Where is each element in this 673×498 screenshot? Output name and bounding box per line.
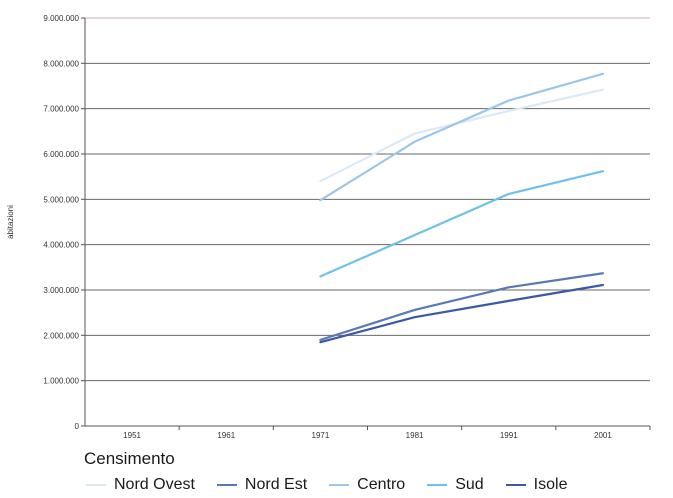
legend-label: Nord Est bbox=[244, 476, 308, 493]
y-tick-label: 2.000.000 bbox=[43, 331, 79, 340]
y-tick-label: 1.000.000 bbox=[43, 377, 79, 386]
line-chart: 0 1.000.000 2.000.000 3.000.000 4.000.000 5.0… bbox=[6, 14, 651, 440]
y-tick-labels: 0 1.000.000 2.000.000 3.000.000 4.000.000 5.0… bbox=[43, 14, 79, 431]
legend-label: Sud bbox=[455, 476, 484, 493]
y-tick-label: 4.000.000 bbox=[43, 241, 79, 250]
legend-item: Isole bbox=[505, 476, 568, 494]
x-tick-label: 1971 bbox=[312, 431, 330, 440]
series-line-centro bbox=[319, 72, 605, 202]
series-line-sud bbox=[319, 170, 605, 278]
legend-label: Isole bbox=[533, 476, 568, 493]
y-tick-label: 6.000.000 bbox=[43, 150, 79, 159]
y-tick-label: 8.000.000 bbox=[43, 59, 79, 68]
y-tick-label: 0 bbox=[75, 422, 80, 431]
series-line-nord-est bbox=[319, 272, 605, 341]
legend-swatch bbox=[427, 484, 448, 486]
y-tick-label: 3.000.000 bbox=[43, 286, 79, 295]
y-tick-label: 9.000.000 bbox=[43, 14, 79, 23]
grid-lines bbox=[81, 17, 650, 427]
x-tick-label: 1961 bbox=[217, 431, 235, 440]
series-line-isole bbox=[319, 283, 605, 344]
y-tick-label: 5.000.000 bbox=[43, 195, 79, 204]
legend-item: Nord Est bbox=[216, 476, 308, 494]
series-line-nord-ovest bbox=[319, 88, 605, 183]
x-tick-labels: 1951 1961 1971 1981 1991 2001 bbox=[123, 426, 651, 440]
x-tick-label: 1951 bbox=[123, 431, 141, 440]
legend-label: Centro bbox=[357, 476, 406, 493]
x-axis-label: Censimento bbox=[84, 449, 175, 468]
legend-item: Centro bbox=[329, 476, 405, 494]
legend-swatch bbox=[86, 484, 106, 486]
x-tick-label: 1981 bbox=[406, 431, 424, 440]
legend-swatch bbox=[216, 484, 237, 486]
legend-swatch bbox=[329, 484, 350, 486]
legend-item: Nord Ovest bbox=[86, 476, 195, 494]
series-lines bbox=[319, 72, 605, 344]
legend-label: Nord Ovest bbox=[114, 476, 195, 493]
legend: Nord Ovest Nord Est Centro Sud Isole bbox=[86, 476, 589, 494]
legend-swatch bbox=[505, 484, 526, 486]
legend-item: Sud bbox=[427, 476, 484, 494]
x-tick-label: 1991 bbox=[500, 431, 518, 440]
x-tick-label: 2001 bbox=[594, 431, 612, 440]
y-axis-label: abitazioni bbox=[6, 205, 15, 239]
y-tick-label: 7.000.000 bbox=[43, 105, 79, 114]
